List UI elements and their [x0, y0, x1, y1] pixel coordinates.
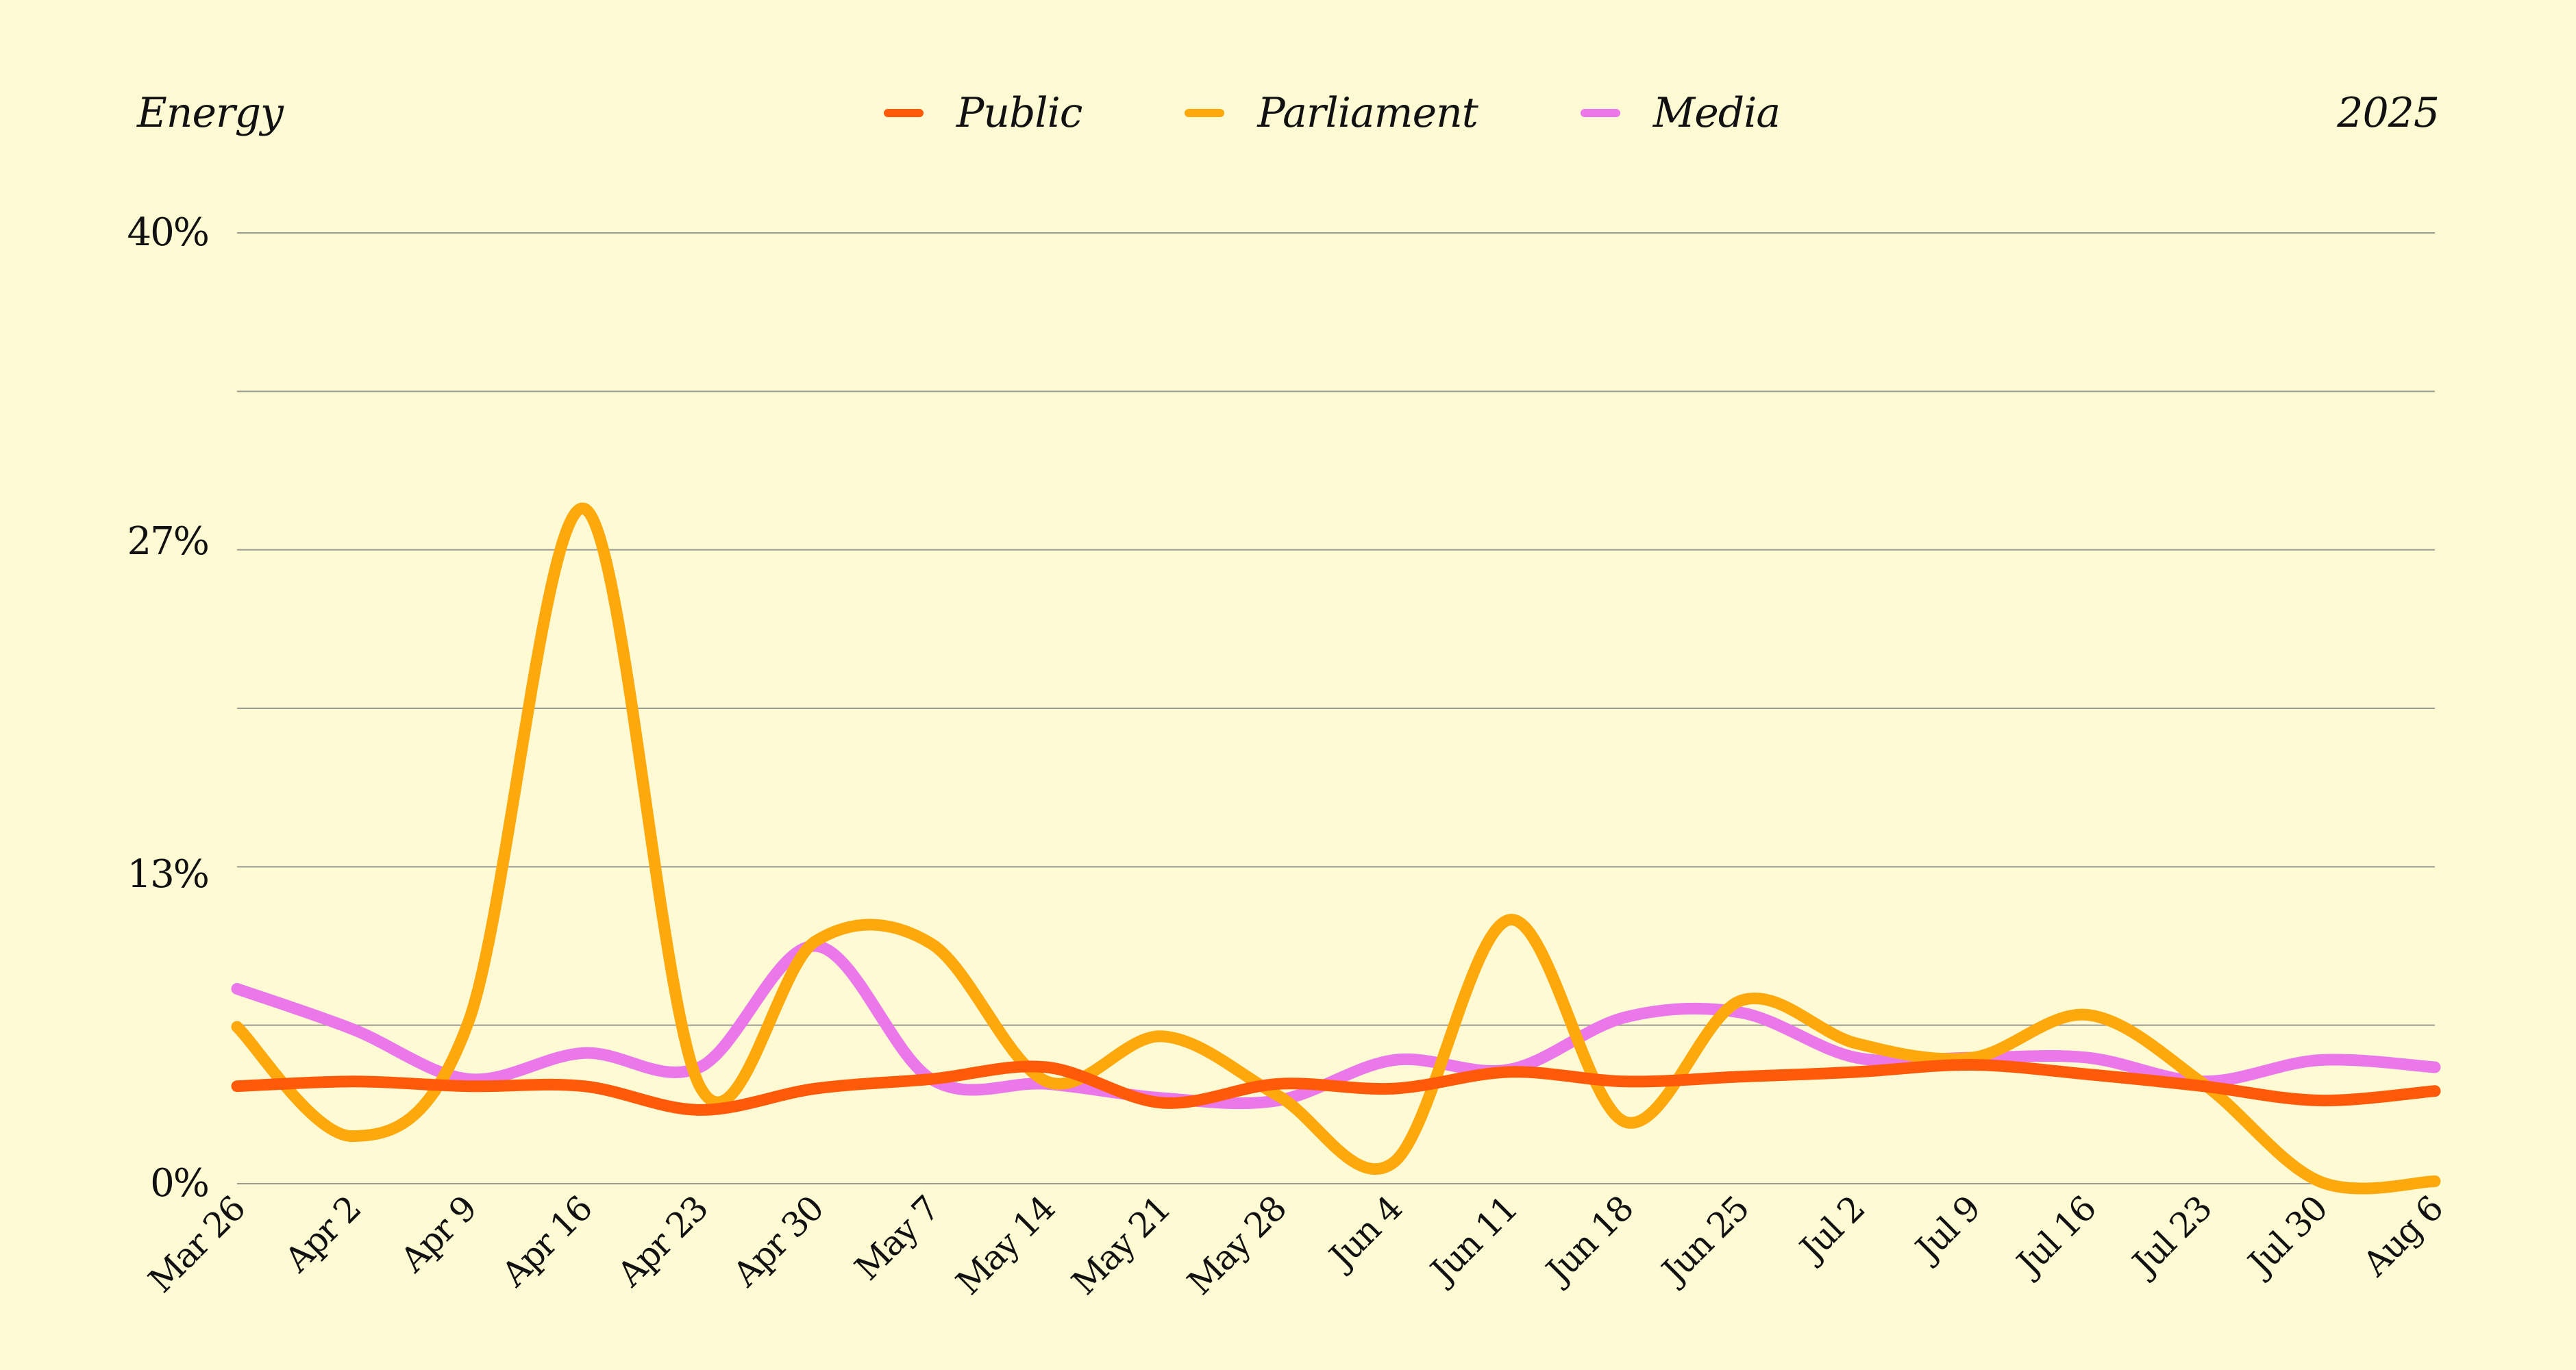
- x-tick-label: Jul 2: [1790, 1188, 1872, 1270]
- legend-item-media[interactable]: Media: [1580, 89, 1781, 137]
- chart-title: Energy: [137, 89, 284, 137]
- legend-label-public: Public: [956, 89, 1082, 137]
- x-tick-label: Jun 18: [1537, 1188, 1641, 1293]
- legend-label-media: Media: [1652, 89, 1781, 137]
- x-tick-label: May 7: [847, 1188, 947, 1288]
- x-tick-label: Jun 4: [1320, 1188, 1409, 1278]
- gridlines: [237, 232, 2435, 1184]
- legend-item-parliament[interactable]: Parliament: [1185, 89, 1478, 137]
- legend-swatch-public: [884, 109, 924, 117]
- series-lines: [231, 503, 2441, 1195]
- x-tick-label: Apr 23: [609, 1188, 715, 1295]
- x-tick-label: Apr 9: [393, 1188, 484, 1280]
- x-tick-label: Jul 9: [1906, 1188, 1987, 1270]
- y-tick-label: 40%: [127, 210, 208, 255]
- x-tick-label: Apr 16: [493, 1188, 599, 1295]
- y-tick-label: 13%: [127, 852, 208, 897]
- y-axis-ticks: 0% 13% 27% 40%: [127, 210, 210, 1206]
- y-tick-label: 0%: [150, 1161, 208, 1206]
- x-tick-label: Jun 25: [1652, 1188, 1756, 1293]
- x-tick-label: May 21: [1064, 1188, 1178, 1302]
- y-tick-label: 27%: [127, 519, 208, 564]
- legend-swatch-parliament: [1185, 109, 1225, 117]
- x-tick-label: May 28: [1180, 1188, 1293, 1302]
- x-tick-label: May 14: [948, 1188, 1062, 1302]
- x-tick-label: Jun 11: [1421, 1188, 1525, 1293]
- x-tick-label: Apr 2: [277, 1188, 368, 1280]
- x-tick-label: Jul 30: [2238, 1188, 2335, 1285]
- legend-item-public[interactable]: Public: [884, 89, 1082, 137]
- x-tick-label: Jul 16: [2007, 1188, 2103, 1285]
- series-line-public: [231, 1058, 2441, 1116]
- x-tick-label: Jul 23: [2122, 1188, 2219, 1285]
- chart-legend: Public Parliament Media: [884, 89, 1883, 137]
- x-tick-label: Apr 30: [725, 1188, 831, 1295]
- chart-year-label: 2025: [2337, 89, 2440, 137]
- series-line-media: [231, 940, 2441, 1110]
- legend-label-parliament: Parliament: [1257, 89, 1478, 137]
- legend-swatch-media: [1580, 109, 1620, 117]
- x-tick-label: Aug 6: [2355, 1188, 2450, 1284]
